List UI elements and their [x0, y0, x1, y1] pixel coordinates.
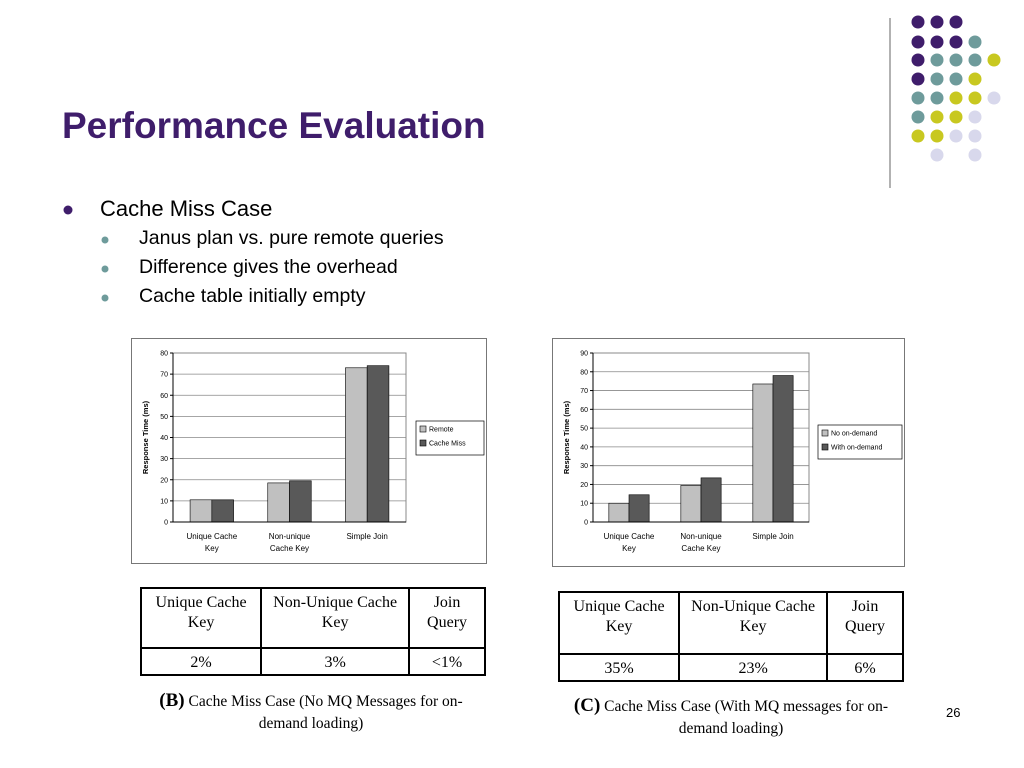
chart-plot: 0 10 20 30 40 50 60 70 80 90 Response Time (ms) No … [562, 351, 903, 527]
legend-swatch [419, 439, 427, 447]
cell: 3% [260, 647, 411, 676]
x-tick-label: Simple Join [346, 532, 388, 541]
y-tick-label: 20 [160, 477, 168, 484]
bar [608, 502, 630, 523]
y-tick-label: 30 [580, 463, 588, 470]
y-tick-label: 50 [580, 426, 588, 433]
y-tick-label: 20 [580, 482, 588, 489]
y-tick-label: 60 [580, 407, 588, 414]
bar [752, 383, 774, 523]
y-tick-label: 90 [580, 351, 588, 358]
bar [189, 499, 213, 523]
caption: (C) Cache Miss Case (With MQ messages fo… [558, 695, 904, 740]
y-tick-label: 10 [580, 501, 588, 508]
y-tick-label: 10 [160, 498, 168, 505]
bullet-markers [63, 205, 109, 302]
header-cell: Non-Unique Cache Key [678, 591, 829, 655]
x-tick-label: Unique Cache Key [603, 532, 655, 553]
legend [415, 420, 485, 456]
legend-swatch [419, 425, 427, 433]
caption-label: (B) [159, 690, 185, 711]
header-cell: Join Query [408, 587, 486, 649]
bar [680, 485, 702, 523]
bar [289, 480, 312, 523]
legend-swatch [821, 429, 829, 437]
caption-text: Cache Miss Case (With MQ messages for on… [604, 698, 889, 737]
header-cell: Unique Cache Key [557, 591, 681, 655]
y-tick-label: 50 [160, 414, 168, 421]
bar [628, 494, 650, 523]
bar [267, 482, 290, 523]
bar [700, 477, 722, 523]
sub-bullet: Janus plan vs. pure remote queries [139, 227, 444, 249]
x-tick-label: Simple Join [752, 532, 794, 541]
chart-plot: 0 10 20 30 40 50 60 70 80 Response Time (ms) Remot… [141, 351, 485, 527]
y-axis-label: Response Time (ms) [562, 400, 571, 474]
cell: 35% [557, 653, 681, 682]
legend-swatch [821, 443, 829, 451]
header-cell: Non-Unique Cache Key [260, 587, 411, 649]
sub-bullet: Cache table initially empty [139, 285, 366, 307]
y-tick-label: 60 [160, 393, 168, 400]
table: Unique Cache Key Non-Unique Cache Key Join… [557, 591, 904, 682]
x-tick-label: Non-unique Cache Key [680, 532, 722, 553]
table: Unique Cache Key Non-Unique Cache Key Join… [139, 587, 486, 676]
bar [366, 365, 390, 523]
cell: <1% [408, 647, 486, 676]
bar [772, 375, 794, 523]
legend-label: Cache Miss [429, 441, 466, 448]
bar [211, 499, 234, 523]
y-tick-label: 80 [160, 351, 168, 358]
legend-label: No on-demand [831, 431, 877, 438]
header-cell: Unique Cache Key [139, 587, 263, 649]
caption: (B) Cache Miss Case (No MQ Messages for … [136, 690, 486, 735]
y-tick-label: 70 [580, 388, 588, 395]
y-tick-label: 40 [580, 444, 588, 451]
sub-bullet: Difference gives the overhead [139, 256, 398, 278]
x-tick-label: Non-unique Cache Key [268, 532, 311, 553]
chart: 0 10 20 30 40 50 60 70 80 90 Response Time (ms) No … [552, 338, 905, 567]
x-tick-label: Unique Cache Key [186, 532, 238, 553]
legend-label: With on-demand [831, 445, 882, 452]
header-cell: Join Query [826, 591, 904, 655]
y-tick-label: 0 [164, 520, 168, 527]
y-tick-label: 80 [580, 369, 588, 376]
legend [817, 424, 903, 460]
cell: 2% [139, 647, 263, 676]
legend-label: Remote [429, 427, 454, 434]
bar [345, 367, 368, 523]
y-axis-label: Response Time (ms) [141, 400, 150, 474]
caption-text: Cache Miss Case (No MQ Messages for on-d… [188, 693, 463, 732]
cell: 6% [826, 653, 904, 682]
y-tick-label: 70 [160, 372, 168, 379]
cell: 23% [678, 653, 829, 682]
caption-label: (C) [573, 695, 601, 716]
slide-title: Performance Evaluation [62, 105, 486, 146]
chart: 0 10 20 30 40 50 60 70 80 Response Time (ms) Remot… [131, 338, 487, 564]
decoration [889, 15, 1001, 188]
y-tick-label: 40 [160, 435, 168, 442]
bullet: Cache Miss Case [100, 196, 273, 221]
y-tick-label: 0 [584, 520, 588, 527]
y-tick-label: 30 [160, 456, 168, 463]
page-number: 26 [946, 705, 961, 720]
